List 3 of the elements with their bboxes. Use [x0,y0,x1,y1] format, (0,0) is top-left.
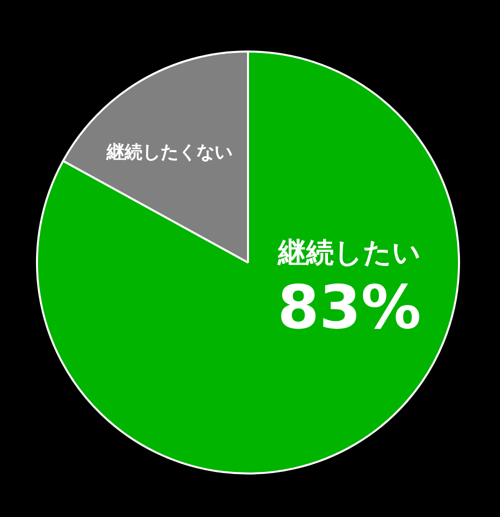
slice-label: 継続したい [276,236,421,269]
data-label: 83% [277,273,422,344]
slice-label: 継続したくない [106,142,233,164]
